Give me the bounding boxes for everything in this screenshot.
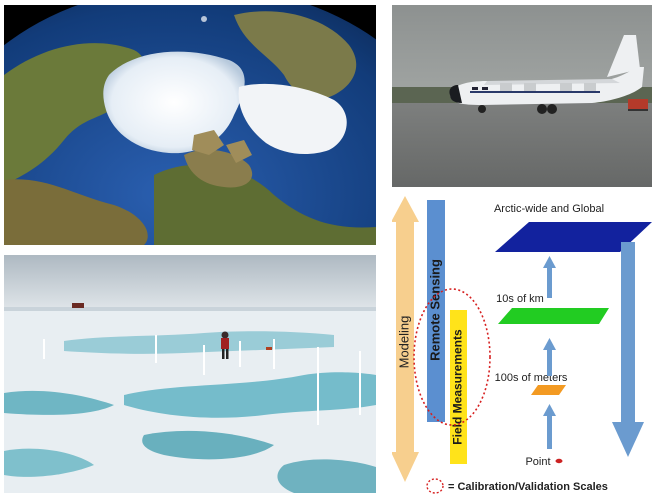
- c130-research-aircraft-photo-icon: [392, 5, 652, 187]
- upscaling-arrow-bottom: [543, 404, 556, 449]
- arctic-globe-image: [4, 5, 376, 245]
- scales-diagram: Modeling Remote Sensing Field Measuremen…: [392, 192, 656, 498]
- modeling-label: Modeling: [396, 316, 411, 369]
- remote-sensing-bar: [427, 200, 445, 422]
- sea-ice-field-image: [4, 255, 376, 493]
- meters-scale-plane: [531, 385, 566, 395]
- meters-scale-label: 100s of meters: [495, 372, 568, 384]
- km-scale-label: 10s of km: [496, 293, 544, 305]
- remote-sensing-label: Remote Sensing: [427, 259, 442, 361]
- upscaling-arrow-top: [543, 256, 556, 298]
- sea-ice-field-camp-photo-icon: [4, 255, 376, 493]
- research-aircraft-image: [392, 5, 652, 187]
- legend-label: = Calibration/Validation Scales: [448, 481, 608, 493]
- calibration-validation-ellipse: [413, 288, 491, 426]
- legend-dotted-ellipse-icon: [426, 478, 444, 494]
- point-scale-marker: [555, 458, 563, 464]
- upscaling-arrow-middle: [543, 338, 556, 376]
- downscaling-arrow: [612, 242, 644, 457]
- km-scale-plane: [498, 308, 609, 324]
- modeling-bar: [392, 196, 419, 482]
- field-measurements-label: Field Measurements: [451, 329, 465, 445]
- arctic-globe-satellite-image-icon: [4, 5, 376, 245]
- point-scale-label: Point: [525, 456, 550, 468]
- global-scale-label: Arctic-wide and Global: [494, 203, 604, 215]
- global-scale-plane: [495, 222, 652, 252]
